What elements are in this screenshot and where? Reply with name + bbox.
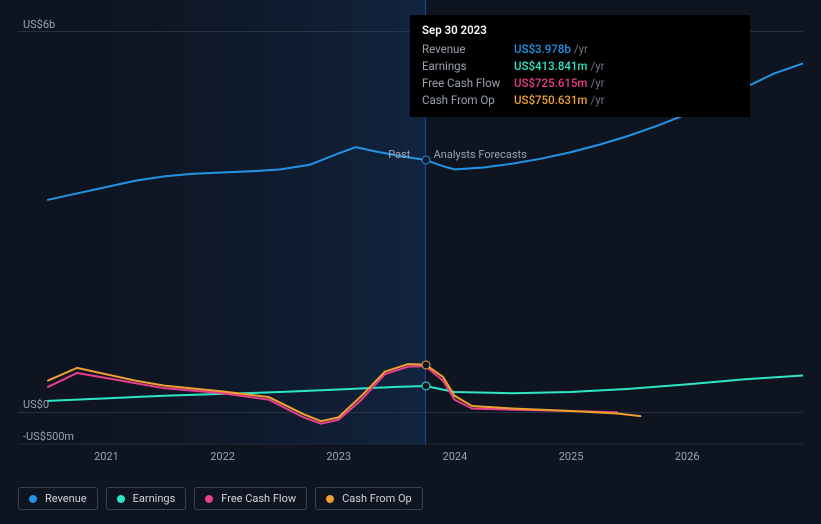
- legend-dot-icon: [117, 495, 125, 503]
- y-axis-label: US$0: [23, 398, 49, 411]
- legend-item-earnings[interactable]: Earnings: [106, 487, 187, 510]
- tooltip-row-label: Free Cash Flow: [422, 75, 514, 92]
- tooltip-row: Free Cash FlowUS$725.615m/yr: [422, 75, 738, 92]
- x-axis-label: 2023: [326, 450, 351, 463]
- marker-revenue: [421, 155, 430, 164]
- tooltip-row-suffix: /yr: [590, 75, 604, 92]
- legend: Revenue Earnings Free Cash Flow Cash From O…: [18, 487, 423, 510]
- legend-dot-icon: [326, 495, 334, 503]
- tooltip-row: RevenueUS$3.978b/yr: [422, 41, 738, 58]
- tooltip-row-value: US$3.978b: [514, 41, 571, 58]
- x-axis-label: 2025: [559, 450, 584, 463]
- tooltip-row: Cash From OpUS$750.631m/yr: [422, 92, 738, 109]
- tooltip-row-value: US$750.631m: [514, 92, 587, 109]
- legend-item-label: Revenue: [45, 492, 87, 505]
- section-label: Past: [388, 148, 410, 161]
- legend-item-label: Free Cash Flow: [221, 492, 296, 505]
- legend-item-cash-from-op[interactable]: Cash From Op: [315, 487, 423, 510]
- marker-cash-from-op: [421, 360, 430, 369]
- y-axis-label: US$6b: [23, 18, 55, 31]
- tooltip-row-value: US$413.841m: [514, 58, 587, 75]
- legend-item-label: Earnings: [133, 492, 176, 505]
- section-label: Analysts Forecasts: [434, 148, 527, 161]
- x-axis-label: 2022: [210, 450, 235, 463]
- tooltip-row-suffix: /yr: [590, 92, 604, 109]
- legend-item-label: Cash From Op: [342, 492, 412, 505]
- tooltip-row: EarningsUS$413.841m/yr: [422, 58, 738, 75]
- legend-dot-icon: [205, 495, 213, 503]
- x-axis-label: 2026: [675, 450, 700, 463]
- y-axis-label: -US$500m: [23, 430, 74, 443]
- tooltip-row-suffix: /yr: [574, 41, 588, 58]
- marker-earnings: [421, 382, 430, 391]
- tooltip-row-label: Earnings: [422, 58, 514, 75]
- legend-item-revenue[interactable]: Revenue: [18, 487, 98, 510]
- tooltip-row-value: US$725.615m: [514, 75, 587, 92]
- legend-dot-icon: [29, 495, 37, 503]
- tooltip-title: Sep 30 2023: [422, 23, 738, 37]
- tooltip: Sep 30 2023 RevenueUS$3.978b/yrEarningsU…: [410, 15, 750, 117]
- x-axis-label: 2024: [443, 450, 468, 463]
- tooltip-row-label: Cash From Op: [422, 92, 514, 109]
- tooltip-row-suffix: /yr: [590, 58, 604, 75]
- legend-item-free-cash-flow[interactable]: Free Cash Flow: [194, 487, 307, 510]
- tooltip-row-label: Revenue: [422, 41, 514, 58]
- x-axis-label: 2021: [94, 450, 119, 463]
